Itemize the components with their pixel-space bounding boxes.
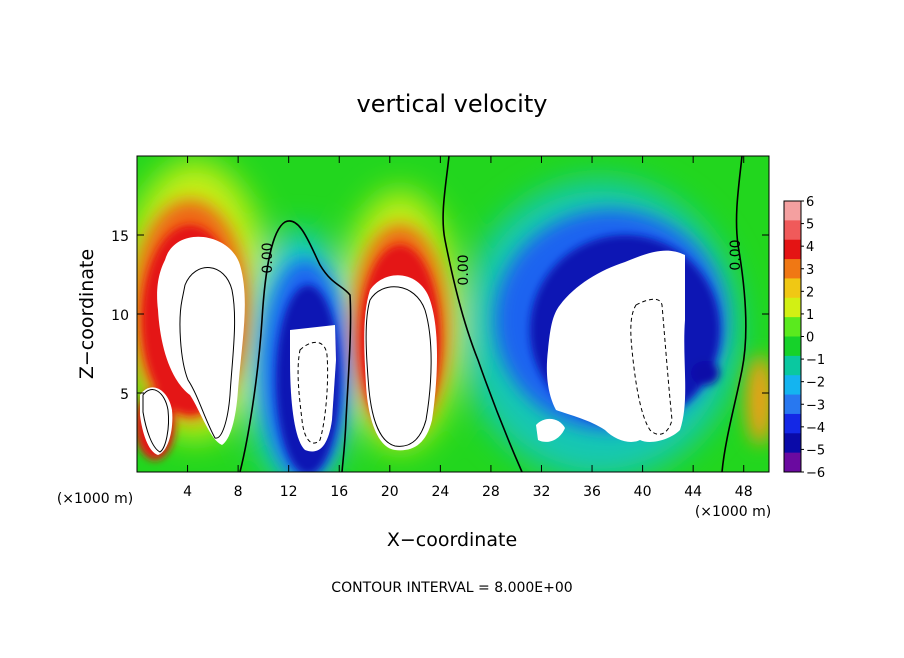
y-axis-ticks: 5 10 15	[111, 229, 769, 403]
colorbar-swatch	[784, 297, 801, 318]
x-tick-label: 44	[684, 484, 702, 500]
x-tick-label: 32	[533, 484, 551, 500]
y-axis-label: Z−coordinate	[76, 249, 98, 379]
colorbar-label: −3	[806, 398, 825, 413]
colorbar-label: −4	[806, 421, 825, 436]
colorbar-label: −6	[806, 466, 825, 481]
y-tick-label: 15	[111, 229, 129, 245]
x-tick-label: 24	[431, 484, 449, 500]
colorbar-label: 4	[806, 240, 814, 255]
velocity-field: 0.00 0.00 0.00	[137, 156, 769, 472]
colorbar-swatch	[784, 220, 801, 241]
colorbar-swatch	[784, 375, 801, 396]
saturated-cores	[140, 236, 686, 455]
colorbar-label: −2	[806, 376, 825, 391]
colorbar-swatch	[784, 239, 801, 260]
colorbar-label: 1	[806, 308, 814, 323]
x-axis-ticks: 4 8 12 16 20 24 28 32 36 40 44 48	[183, 156, 753, 500]
colorbar-label: −1	[806, 353, 825, 368]
colorbar-label: 5	[806, 218, 814, 233]
colorbar-label: 2	[806, 285, 814, 300]
x-tick-label: 20	[381, 484, 399, 500]
y-tick-label: 10	[111, 308, 129, 324]
colorbar-label: 3	[806, 263, 814, 278]
x-tick-label: 28	[482, 484, 500, 500]
chart-title: vertical velocity	[357, 90, 548, 118]
colorbar-label: 6	[806, 195, 814, 210]
x-tick-label: 48	[735, 484, 753, 500]
x-tick-label: 16	[330, 484, 348, 500]
colorbar-swatch	[784, 317, 801, 337]
colorbar-swatch	[784, 201, 801, 221]
colorbar-label: −5	[806, 443, 825, 458]
colorbar-swatch	[784, 259, 801, 279]
x-tick-label: 8	[234, 484, 243, 500]
contour-interval-note: CONTOUR INTERVAL = 8.000E+00	[331, 580, 572, 596]
plot-area: 0.00 0.00 0.00 4 8 12 16 20 24 28 32 36 40 44 48 51…	[111, 155, 770, 500]
x-axis-label: X−coordinate	[387, 529, 517, 551]
contour-lines	[142, 156, 747, 472]
colorbar: 6 5 4 3 2 1 0 −1 −2 −3 −4 −5 −6	[783, 195, 825, 481]
colorbar-swatch	[784, 452, 801, 473]
x-tick-label: 36	[583, 484, 601, 500]
colorbar-swatch	[784, 336, 801, 357]
colorbar-label: 0	[806, 331, 814, 346]
x-unit-left: (×1000 m)	[57, 491, 133, 507]
contour-label-right: 0.00	[728, 239, 744, 270]
colorbar-swatch	[784, 394, 801, 415]
y-tick-label: 5	[120, 387, 129, 403]
x-tick-label: 12	[280, 484, 298, 500]
colorbar-swatch	[784, 278, 801, 299]
colorbar-swatch	[784, 355, 801, 376]
x-tick-label: 40	[634, 484, 652, 500]
contour-labels: 0.00 0.00 0.00	[260, 239, 744, 285]
x-unit-right: (×1000 m)	[695, 504, 771, 520]
contour-label-left: 0.00	[260, 242, 276, 273]
colorbar-swatch	[784, 413, 801, 434]
contour-label-center: 0.00	[456, 254, 472, 285]
colorbar-swatch	[784, 433, 801, 454]
x-tick-label: 4	[183, 484, 192, 500]
